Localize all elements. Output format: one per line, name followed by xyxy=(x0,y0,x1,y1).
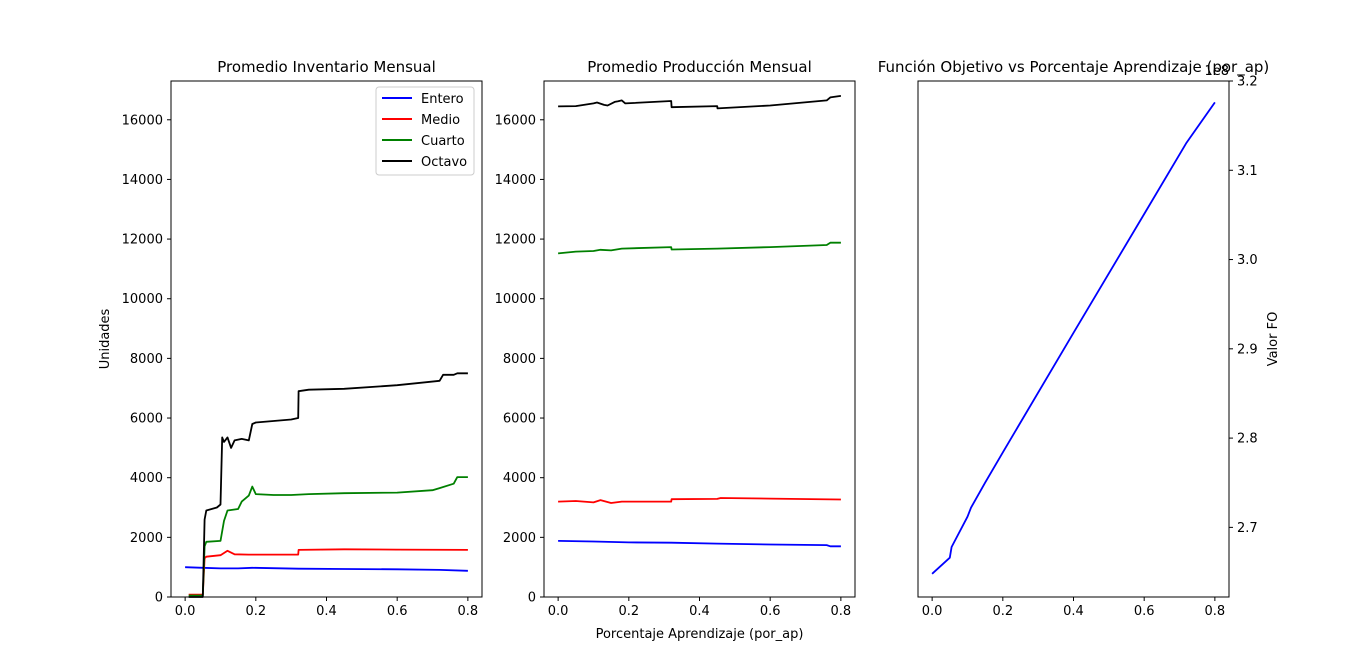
panel-produccion: Promedio Producción Mensual Porcentaje A… xyxy=(495,58,856,642)
x-tick-label: 0.2 xyxy=(245,604,266,619)
y-tick-label: 14000 xyxy=(122,173,163,188)
x-tick-label: 0.0 xyxy=(548,604,569,619)
y-tick-label: 16000 xyxy=(495,113,536,128)
legend-box xyxy=(375,86,475,176)
x-tick-label: 0.8 xyxy=(458,604,479,619)
series-line-medio xyxy=(558,497,841,504)
series-line-cuarto xyxy=(558,241,841,255)
y-offset-text-funcion-objetivo: 1e8 xyxy=(1204,64,1229,79)
x-tick-label: 0.4 xyxy=(1063,604,1084,619)
y-tick-label: 2000 xyxy=(130,531,163,546)
chart-title-inventario: Promedio Inventario Mensual xyxy=(217,58,436,76)
y-axis-label-inventario: Unidades xyxy=(98,308,113,369)
y-tick-label: 2.7 xyxy=(1237,521,1258,536)
series-line-cuarto xyxy=(188,476,468,597)
y-tick-label: 2000 xyxy=(503,531,536,546)
legend: Entero Medio Cuarto Octavo xyxy=(375,86,475,176)
legend-label-entero: Entero xyxy=(421,92,464,107)
y-tick-label: 8000 xyxy=(130,352,163,367)
y-tick-label: 3.1 xyxy=(1237,164,1258,179)
y-tick-label: 8000 xyxy=(503,352,536,367)
plot-area-funcion-objetivo xyxy=(917,80,1230,598)
series-lines-funcion-objetivo xyxy=(931,101,1216,575)
x-axis-label-produccion: Porcentaje Aprendizaje (por_ap) xyxy=(596,627,804,642)
series-line-entero xyxy=(185,566,468,572)
x-tick-label: 0.0 xyxy=(175,604,196,619)
y-axis-label-funcion-objetivo: Valor FO xyxy=(1266,312,1281,367)
legend-label-cuarto: Cuarto xyxy=(421,134,465,149)
y-tick-label: 3.2 xyxy=(1237,75,1258,90)
x-tick-label: 0.2 xyxy=(618,604,639,619)
panel-funcion-objetivo: Valor FO 1e8 0.0 0.2 0.4 0.6 0.8 2.7 2.8 2.9 3.… xyxy=(878,58,1281,619)
y-tick-label: 0 xyxy=(155,591,163,606)
y-tick-label: 10000 xyxy=(495,292,536,307)
x-tick-label: 0.8 xyxy=(831,604,852,619)
x-ticks-produccion: 0.0 0.2 0.4 0.6 0.8 xyxy=(548,597,851,619)
y-tick-label: 4000 xyxy=(503,471,536,486)
y-tick-label: 12000 xyxy=(495,233,536,248)
x-tick-label: 0.0 xyxy=(922,604,943,619)
y-tick-label: 16000 xyxy=(122,113,163,128)
chart-title-produccion: Promedio Producción Mensual xyxy=(587,58,812,76)
y-tick-label: 4000 xyxy=(130,471,163,486)
x-tick-label: 0.4 xyxy=(316,604,337,619)
legend-label-medio: Medio xyxy=(421,113,460,128)
x-ticks-funcion-objetivo: 0.0 0.2 0.4 0.6 0.8 xyxy=(922,597,1225,619)
y-ticks-funcion-objetivo: 2.7 2.8 2.9 3.0 3.1 3.2 xyxy=(1229,75,1258,536)
y-tick-label: 10000 xyxy=(122,292,163,307)
plot-area-produccion xyxy=(543,80,856,598)
series-line-entero xyxy=(558,540,841,548)
y-tick-label: 2.8 xyxy=(1237,432,1258,447)
y-ticks-produccion: 0 2000 4000 6000 8000 10000 12000 14000 16000 xyxy=(495,113,544,606)
y-tick-label: 2.9 xyxy=(1237,342,1258,357)
y-tick-label: 3.0 xyxy=(1237,253,1258,268)
chart-title-funcion-objetivo: Función Objetivo vs Porcentaje Aprendiza… xyxy=(878,58,1270,77)
y-tick-label: 12000 xyxy=(122,233,163,248)
y-tick-label: 0 xyxy=(528,591,536,606)
series-lines-inventario xyxy=(185,372,468,598)
series-line-octavo xyxy=(558,95,842,110)
x-tick-label: 0.2 xyxy=(992,604,1013,619)
x-ticks-inventario: 0.0 0.2 0.4 0.6 0.8 xyxy=(175,597,478,619)
x-tick-label: 0.6 xyxy=(760,604,781,619)
x-tick-label: 0.8 xyxy=(1205,604,1226,619)
y-tick-label: 6000 xyxy=(130,412,163,427)
series-lines-produccion xyxy=(558,95,842,548)
y-tick-label: 6000 xyxy=(503,412,536,427)
y-ticks-inventario: 0 2000 4000 6000 8000 10000 12000 14000 16000 xyxy=(122,113,171,606)
x-tick-label: 0.6 xyxy=(1134,604,1155,619)
series-line-valor-fo xyxy=(931,101,1216,575)
series-line-octavo xyxy=(188,372,468,598)
panel-inventario: Promedio Inventario Mensual Unidades 0.0… xyxy=(98,58,483,619)
y-tick-label: 14000 xyxy=(495,173,536,188)
legend-label-octavo: Octavo xyxy=(421,155,467,170)
x-tick-label: 0.4 xyxy=(689,604,710,619)
x-tick-label: 0.6 xyxy=(387,604,408,619)
